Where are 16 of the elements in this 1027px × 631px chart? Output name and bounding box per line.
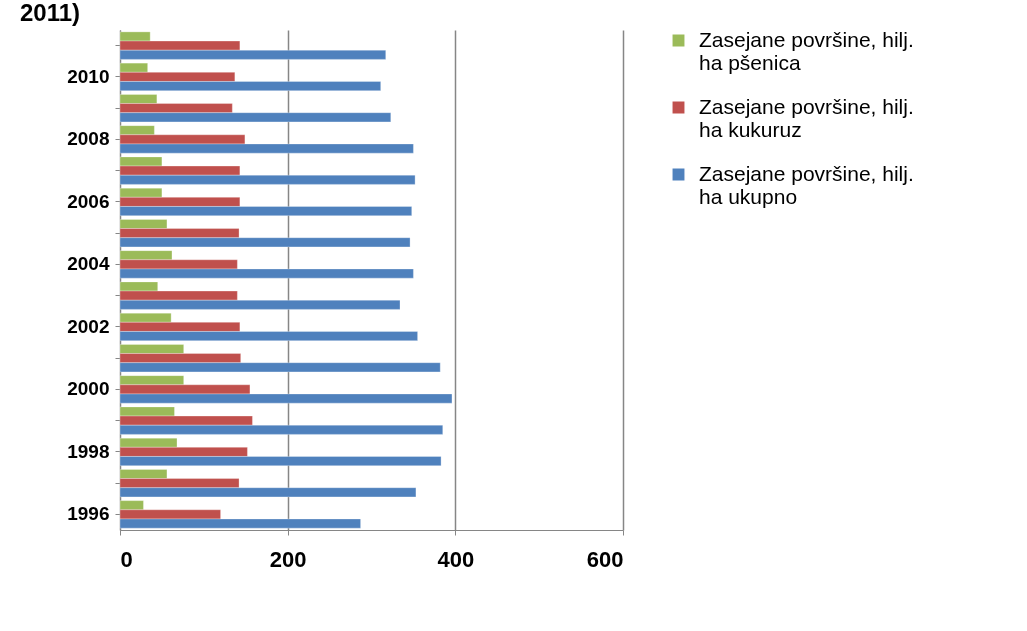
x-tick-label: 600 — [586, 546, 624, 572]
y-tick-label: 1998 — [67, 440, 110, 462]
chart-title: 2011) — [20, 0, 81, 26]
y-tick-label: 1996 — [67, 503, 110, 525]
y-tick-label: 2000 — [67, 378, 110, 400]
y-tick-label: 2008 — [67, 128, 110, 150]
y-tick-label: 2004 — [67, 253, 110, 275]
legend-label: Zasejane površine, hilj. ha ukupno — [699, 161, 914, 208]
x-tick-label: 0 — [120, 546, 133, 572]
y-tick-label: 2002 — [67, 315, 110, 337]
x-tick-label: 400 — [437, 546, 475, 572]
legend-label: Zasejane površine, hilj. ha kukuruz — [699, 94, 914, 141]
y-tick-label: 2006 — [67, 190, 110, 212]
y-tick-label: 2010 — [67, 65, 110, 87]
x-tick-label: 200 — [269, 546, 307, 572]
legend-label: Zasejane površine, hilj. ha pšenica — [699, 27, 914, 74]
